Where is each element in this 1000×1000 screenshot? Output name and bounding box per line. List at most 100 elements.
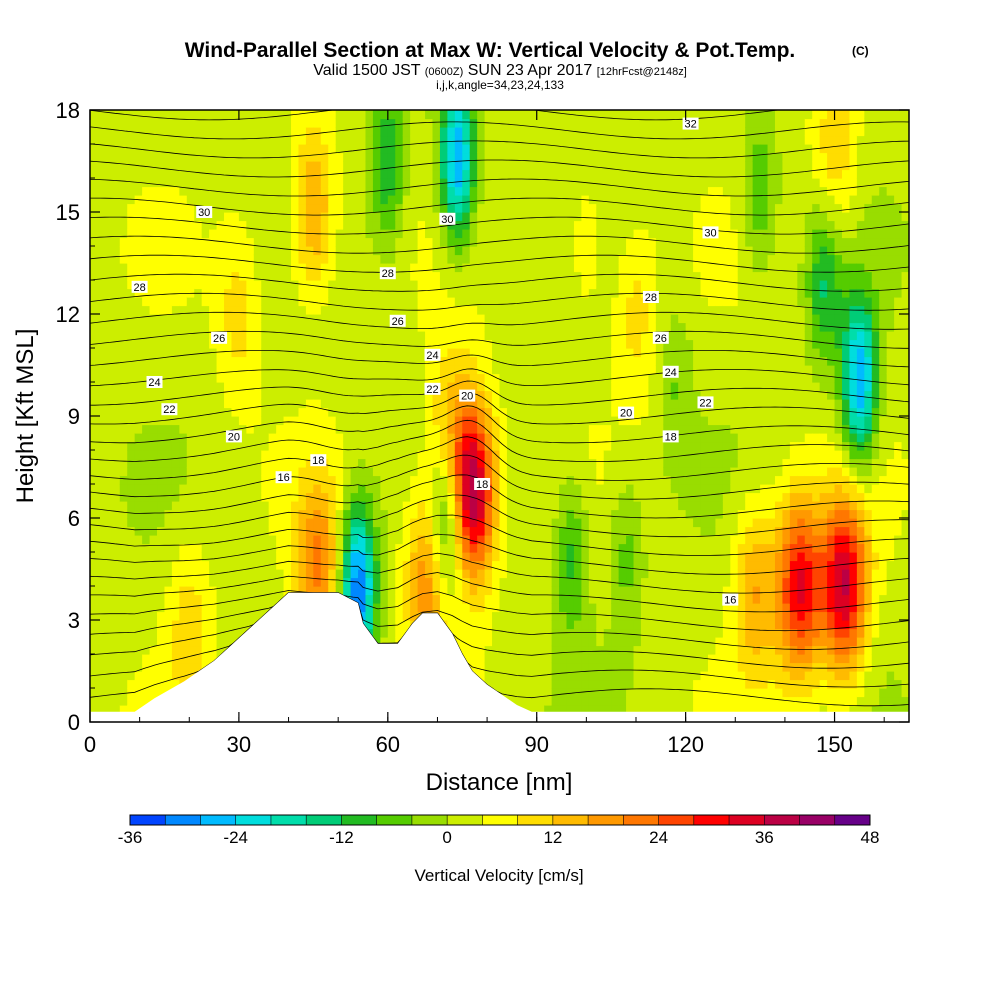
velocity-cell [358,535,367,545]
velocity-cell [171,356,180,366]
velocity-cell [201,263,210,273]
velocity-cell [469,475,478,485]
velocity-cell [432,195,441,205]
velocity-cell [224,305,233,315]
velocity-cell [506,280,515,290]
velocity-cell [335,433,344,443]
velocity-cell [454,586,463,596]
velocity-cell [179,654,188,664]
velocity-cell [492,246,501,256]
velocity-cell [194,305,203,315]
velocity-cell [268,288,277,298]
velocity-cell [581,586,590,596]
velocity-cell [343,246,352,256]
velocity-cell [477,212,486,222]
velocity-cell [462,603,471,613]
velocity-cell [179,314,188,324]
velocity-cell [529,237,538,247]
velocity-cell [201,492,210,502]
velocity-cell [484,433,493,443]
velocity-cell [112,246,121,256]
velocity-cell [179,373,188,383]
velocity-cell [492,509,501,519]
velocity-cell [261,535,270,545]
velocity-cell [439,433,448,443]
velocity-cell [395,509,404,519]
velocity-cell [365,467,374,477]
velocity-cell [171,569,180,579]
velocity-cell [432,178,441,188]
velocity-cell [395,594,404,604]
velocity-cell [402,382,411,392]
velocity-cell [506,688,515,698]
velocity-cell [283,110,292,120]
velocity-cell [425,195,434,205]
velocity-cell [521,373,530,383]
velocity-cell [432,518,441,528]
velocity-cell [320,569,329,579]
velocity-cell [380,356,389,366]
velocity-cell [216,246,225,256]
velocity-cell [447,535,456,545]
velocity-cell [134,331,143,341]
velocity-cell [417,356,426,366]
velocity-cell [439,135,448,145]
velocity-cell [253,603,262,613]
velocity-cell [179,178,188,188]
velocity-cell [343,305,352,315]
velocity-cell [447,475,456,485]
velocity-cell [588,637,597,647]
velocity-cell [343,416,352,426]
velocity-cell [142,356,151,366]
velocity-cell [112,195,121,205]
velocity-cell [238,382,247,392]
velocity-cell [149,305,158,315]
velocity-cell [402,178,411,188]
velocity-cell [112,203,121,213]
velocity-cell [506,594,515,604]
velocity-cell [127,110,136,120]
velocity-cell [127,212,136,222]
velocity-cell [343,212,352,222]
velocity-cell [194,501,203,511]
velocity-cell [581,611,590,621]
velocity-cell [246,305,255,315]
velocity-cell [194,560,203,570]
velocity-cell [410,475,419,485]
velocity-cell [559,518,568,528]
velocity-cell [529,509,538,519]
velocity-cell [328,178,337,188]
velocity-cell [506,679,515,689]
velocity-cell [566,271,575,281]
velocity-cell [305,543,314,553]
velocity-cell [224,229,233,239]
velocity-cell [313,416,322,426]
velocity-cell [97,688,106,698]
velocity-cell [335,127,344,137]
velocity-cell [573,169,582,179]
velocity-cell [134,169,143,179]
velocity-cell [201,127,210,137]
velocity-cell [283,288,292,298]
velocity-cell [372,127,381,137]
velocity-cell [119,407,128,417]
velocity-cell [201,433,210,443]
velocity-cell [596,195,605,205]
velocity-cell [246,484,255,494]
velocity-cell [216,441,225,451]
velocity-cell [97,390,106,400]
velocity-cell [521,288,530,298]
velocity-cell [90,620,99,630]
velocity-cell [506,603,515,613]
velocity-cell [238,543,247,553]
velocity-cell [417,458,426,468]
velocity-cell [335,552,344,562]
velocity-cell [380,237,389,247]
velocity-cell [97,203,106,213]
velocity-cell [283,331,292,341]
velocity-cell [588,144,597,154]
velocity-cell [566,620,575,630]
velocity-cell [492,314,501,324]
velocity-cell [343,441,352,451]
velocity-cell [134,637,143,647]
